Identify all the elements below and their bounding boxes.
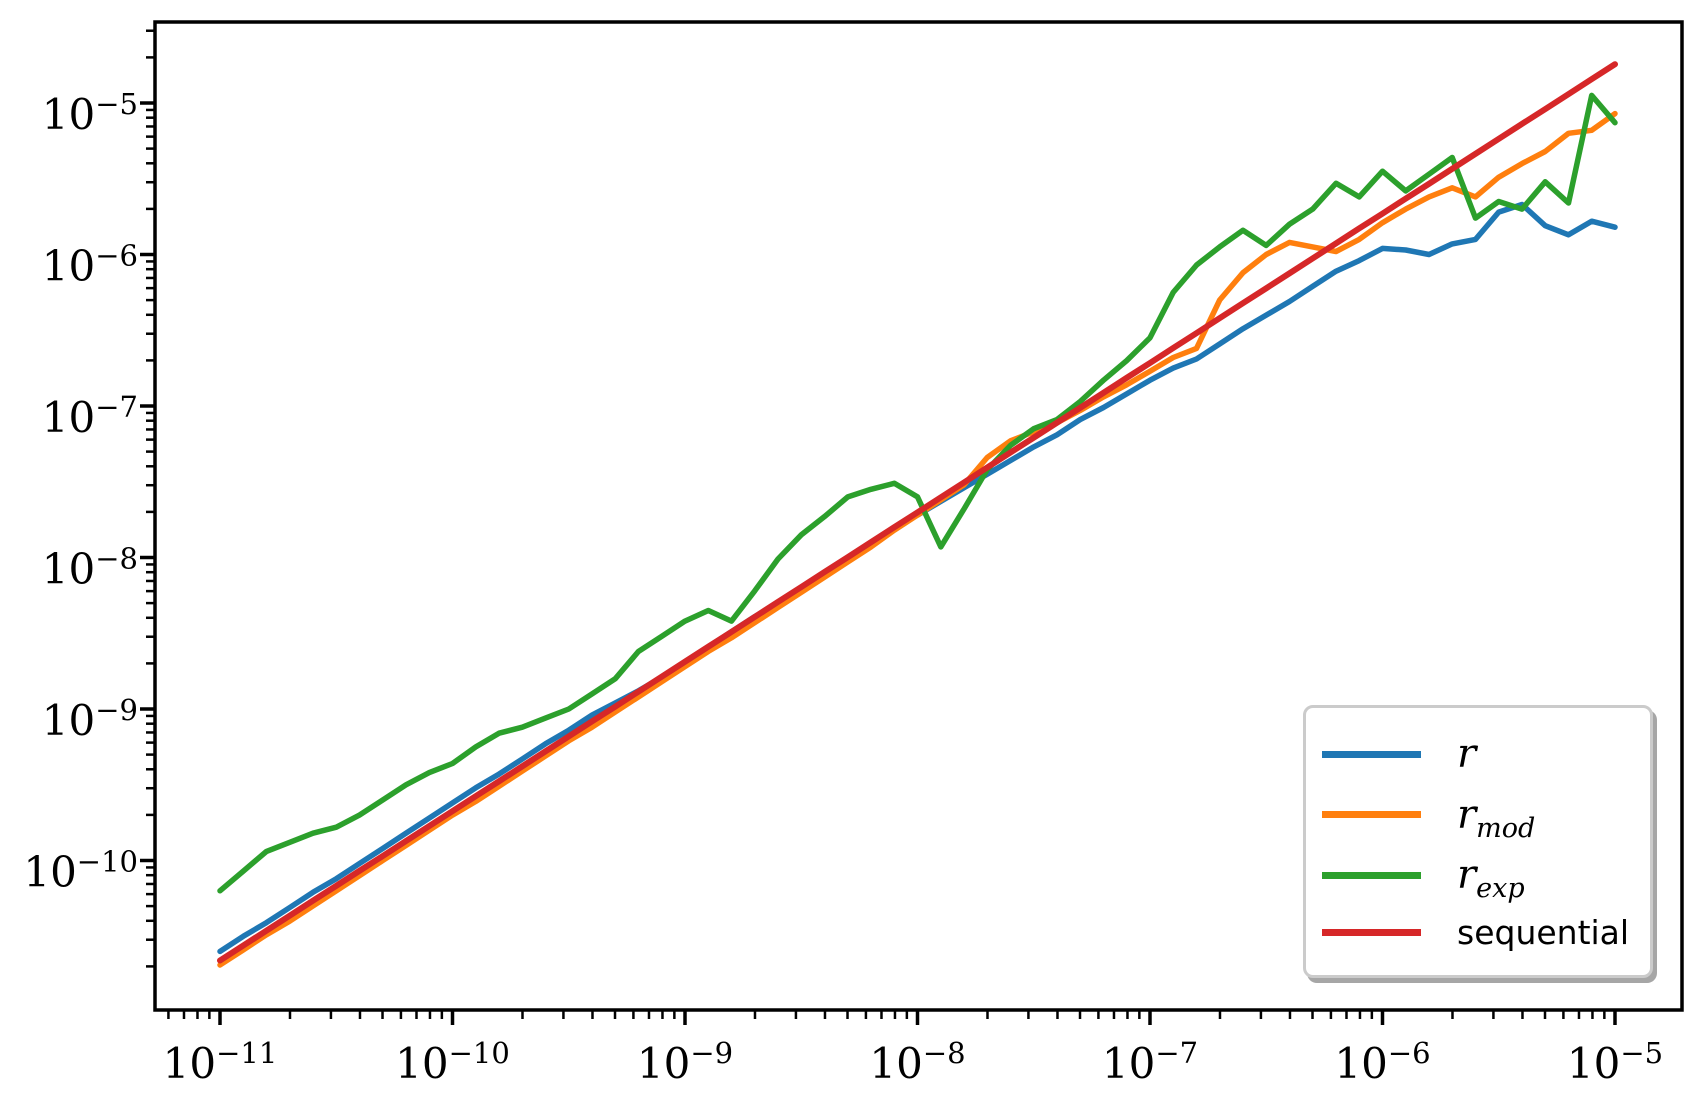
legend-entry-r_exp: rexp — [1322, 852, 1650, 905]
y-tick-label: 10−5 — [42, 87, 138, 139]
legend-swatch-r_mod — [1322, 811, 1421, 819]
series-line-r_exp — [217, 92, 1618, 894]
y-tick-label: 10−9 — [42, 693, 138, 745]
series-line-sequential — [217, 61, 1618, 964]
legend-entry-r: r — [1322, 734, 1650, 774]
legend-swatch-sequential — [1322, 928, 1421, 936]
legend-entry-sequential: sequential — [1322, 916, 1650, 949]
legend-label-r: r — [1457, 731, 1477, 778]
legend-label-subscript: exp — [1476, 873, 1525, 905]
legend: r rmod rexp sequential — [1303, 705, 1653, 978]
legend-label-subscript: mod — [1476, 812, 1536, 844]
y-tick-label: 10−6 — [42, 239, 138, 291]
x-tick-label: 10−11 — [163, 1036, 278, 1088]
legend-entry-r_mod: rmod — [1322, 791, 1650, 844]
legend-label-r_exp: rexp — [1457, 852, 1525, 905]
x-tick-label: 10−5 — [1567, 1036, 1663, 1088]
x-tick-label: 10−6 — [1334, 1036, 1430, 1088]
y-tick-label: 10−8 — [42, 542, 138, 594]
y-tick-label: 10−10 — [23, 845, 138, 897]
x-tick-label: 10−9 — [637, 1036, 733, 1088]
x-tick-label: 10−7 — [1102, 1036, 1198, 1088]
y-tick-label: 10−7 — [42, 390, 138, 442]
legend-swatch-r — [1322, 750, 1421, 758]
legend-swatch-r_exp — [1322, 871, 1421, 879]
x-tick-label: 10−8 — [869, 1036, 965, 1088]
legend-label-r_mod: rmod — [1457, 791, 1536, 844]
legend-label-sequential: sequential — [1457, 912, 1630, 952]
x-tick-label: 10−10 — [395, 1036, 510, 1088]
